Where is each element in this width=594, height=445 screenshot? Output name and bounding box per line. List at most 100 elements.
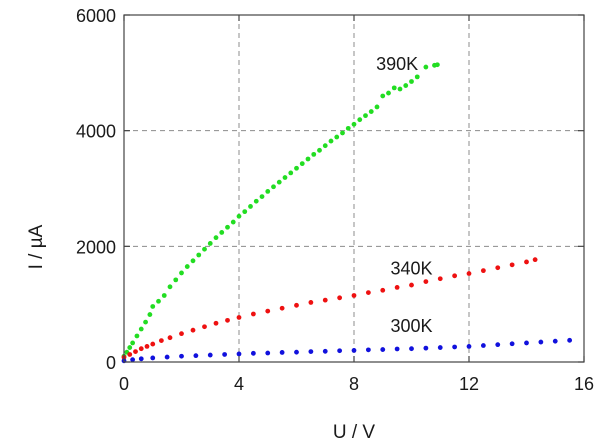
data-point [253,198,259,204]
data-point [538,339,544,345]
data-point [265,350,271,356]
series-390K [121,62,440,359]
data-point [138,326,144,332]
data-point [164,354,170,360]
data-point [337,295,343,301]
data-point [288,170,294,176]
data-point [374,104,380,110]
data-point [202,324,207,330]
axis-ticks: 0 4 8 12 16 0 2000 4000 6000 [76,6,594,394]
series-label: 390K [376,54,418,74]
data-point [242,209,248,215]
data-point [173,277,179,283]
data-point [127,345,133,350]
x-tick-label: 16 [574,374,594,394]
y-tick-label: 0 [106,353,116,373]
data-point [236,351,242,357]
series-label: 300K [390,316,432,336]
data-point [524,340,529,346]
data-point [133,349,138,354]
data-point [219,230,225,235]
data-point [409,79,414,84]
data-point [423,279,429,285]
data-point [259,194,265,199]
data-point [144,343,150,349]
data-point [156,298,161,304]
data-point [236,315,242,320]
data-point [282,175,288,180]
data-point [138,356,144,362]
x-tick-label: 4 [234,374,244,394]
data-point [423,345,429,351]
data-point [294,165,299,171]
data-point [248,204,253,209]
data-point [403,83,409,88]
data-point [363,113,368,119]
data-point [150,341,156,347]
data-point [466,343,472,349]
data-point [250,311,256,317]
data-point [225,224,230,230]
data-point [147,312,153,317]
data-point [299,161,305,167]
data-point [196,252,202,258]
data-point [386,90,391,96]
data-point [158,338,164,344]
grid-lines [124,15,584,362]
y-tick-label: 4000 [76,122,116,142]
data-point [509,341,515,347]
data-point [184,264,190,269]
data-point [130,340,136,346]
data-point [308,300,314,305]
data-point [380,93,386,99]
data-point [294,302,299,308]
data-point [480,268,486,274]
data-point [365,347,371,353]
data-point [480,343,486,348]
data-point [567,337,573,343]
data-point [391,85,397,91]
data-point [230,219,236,225]
data-point [397,86,403,92]
x-tick-label: 12 [459,374,479,394]
data-point [452,273,458,279]
data-point [409,282,414,288]
data-point [340,130,345,136]
data-point [423,64,429,70]
data-point [143,319,148,325]
data-point [509,262,515,268]
data-point [167,284,173,290]
x-tick-label: 0 [119,374,129,394]
series-300K [121,337,573,364]
y-tick-label: 2000 [76,237,116,257]
x-tick-label: 8 [349,374,359,394]
series-label: 340K [390,258,432,278]
data-point [380,287,386,293]
data-point [236,213,242,219]
data-point [190,327,196,333]
data-point [311,151,317,157]
data-point [167,335,173,341]
y-tick-label: 6000 [76,6,116,26]
data-point [317,147,322,153]
data-point [434,62,440,68]
data-point [225,317,230,323]
data-point [207,241,213,246]
data-point [265,188,271,194]
data-point [552,338,558,344]
data-point [207,352,213,358]
data-point [409,346,414,352]
data-point [437,276,443,282]
data-point [213,320,219,326]
data-point [276,179,282,185]
data-point [466,271,472,276]
data-point [202,246,207,252]
data-point [452,344,458,350]
data-point [495,342,501,348]
data-point [134,333,140,339]
data-point [150,355,156,361]
data-point [532,257,538,263]
data-point [279,305,285,311]
data-point [271,184,276,190]
